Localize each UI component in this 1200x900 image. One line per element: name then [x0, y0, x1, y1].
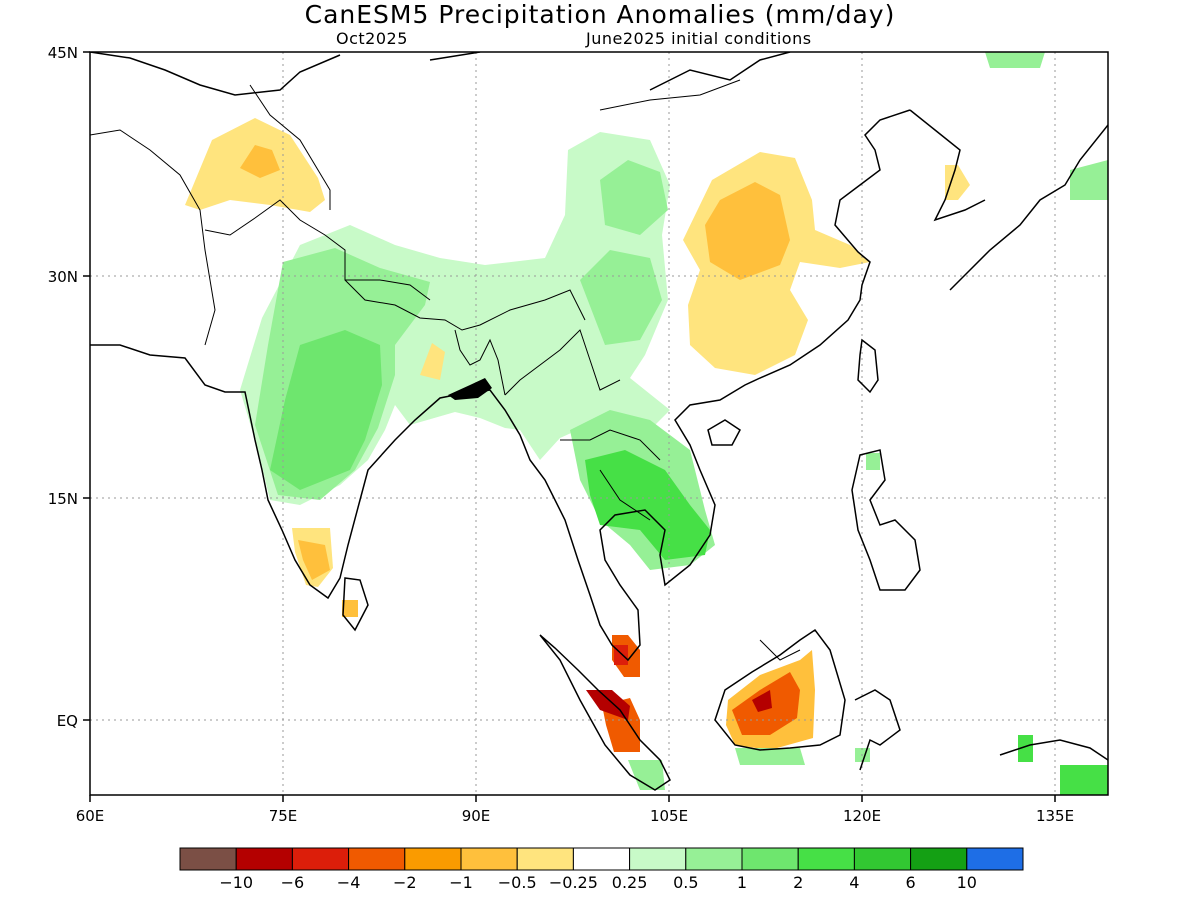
colorbar-swatch	[910, 847, 968, 871]
grid-lines	[90, 52, 1108, 795]
lat-tick-label: EQ	[57, 712, 78, 730]
colorbar-label: −0.5	[498, 873, 537, 892]
lon-tick-label: 105E	[650, 807, 688, 825]
colorbar-swatch	[685, 847, 743, 871]
colorbar-swatch	[460, 847, 518, 871]
colorbar-swatch	[516, 847, 574, 871]
colorbar-swatch	[291, 847, 350, 871]
colorbar-swatch	[348, 847, 406, 871]
colorbar-swatch	[179, 847, 237, 871]
lon-tick-label: 120E	[843, 807, 881, 825]
colorbar-label: 0.25	[612, 873, 648, 892]
colorbar-label: 2	[793, 873, 803, 892]
colorbar-label: −4	[337, 873, 361, 892]
sri-lanka-dry-anomaly	[342, 600, 358, 617]
east-china-dry-anomaly-medium	[705, 182, 790, 280]
colorbar-label: −10	[219, 873, 253, 892]
colorbar-swatch	[404, 847, 462, 871]
colorbar-label: 1	[737, 873, 747, 892]
sumatra-dry-anomaly-strong	[586, 690, 630, 720]
borneo-south-wet	[735, 748, 805, 765]
korea-dry-anomaly	[945, 165, 970, 200]
japan-wet-anomaly	[1070, 160, 1108, 200]
lon-tick-label: 75E	[269, 807, 298, 825]
map-title: CanESM5 Precipitation Anomalies (mm/day)	[304, 0, 896, 29]
south-india-dry-anomaly-medium	[298, 540, 330, 580]
colorbar-label: −6	[281, 873, 305, 892]
colorbar-label: 10	[957, 873, 977, 892]
colorbar-label: −0.25	[549, 873, 598, 892]
colorbar-label: −2	[393, 873, 417, 892]
colorbar-label: 6	[906, 873, 916, 892]
philippines-wet-anomaly	[866, 453, 880, 470]
indochina-wet-anomaly-strong	[585, 450, 710, 560]
colorbar-swatch	[797, 847, 855, 871]
lon-tick-label: 90E	[462, 807, 491, 825]
lat-tick-label: 15N	[48, 490, 78, 508]
sumatra-south-wet	[628, 760, 665, 790]
colorbar: −10 −6 −4 −2 −1 −0.5 −0.25 0.25 0.5 1 2 4 6 10	[179, 847, 1024, 892]
lat-tick-label: 45N	[48, 44, 78, 62]
ganges-delta	[448, 378, 492, 400]
borneo-dry-anomaly-strong	[752, 690, 772, 712]
bengal-dry-anomaly	[420, 343, 445, 380]
colorbar-swatch	[235, 847, 293, 871]
new-guinea-wet-anomaly	[1060, 765, 1108, 795]
colorbar-label: 4	[849, 873, 859, 892]
northwest-dry-anomaly-medium	[240, 145, 280, 178]
colorbar-swatch	[966, 847, 1024, 871]
anomaly-fields	[185, 52, 1108, 795]
colorbar-swatch	[741, 847, 799, 871]
lon-tick-label: 60E	[76, 807, 105, 825]
forecast-month: Oct2025	[336, 29, 408, 48]
colorbar-swatch	[629, 847, 687, 871]
india-wet-anomaly-strong	[270, 330, 382, 490]
lon-tick-label: 135E	[1036, 807, 1074, 825]
colorbar-swatch	[853, 847, 912, 871]
initial-conditions-label: June2025 initial conditions	[586, 29, 812, 48]
ne-china-wet-anomaly	[985, 52, 1045, 68]
map-frame	[89, 51, 1109, 796]
tick-marks	[83, 51, 1056, 802]
coastlines	[90, 52, 1108, 791]
colorbar-label: −1	[449, 873, 473, 892]
china-wet-anomaly-medium-2	[580, 250, 662, 345]
lat-tick-label: 30N	[48, 268, 78, 286]
china-wet-anomaly-medium	[600, 160, 668, 235]
colorbar-label: 0.5	[673, 873, 698, 892]
maluku-wet-anomaly	[1018, 735, 1033, 762]
country-borders	[90, 79, 801, 661]
colorbar-swatch	[572, 847, 631, 871]
